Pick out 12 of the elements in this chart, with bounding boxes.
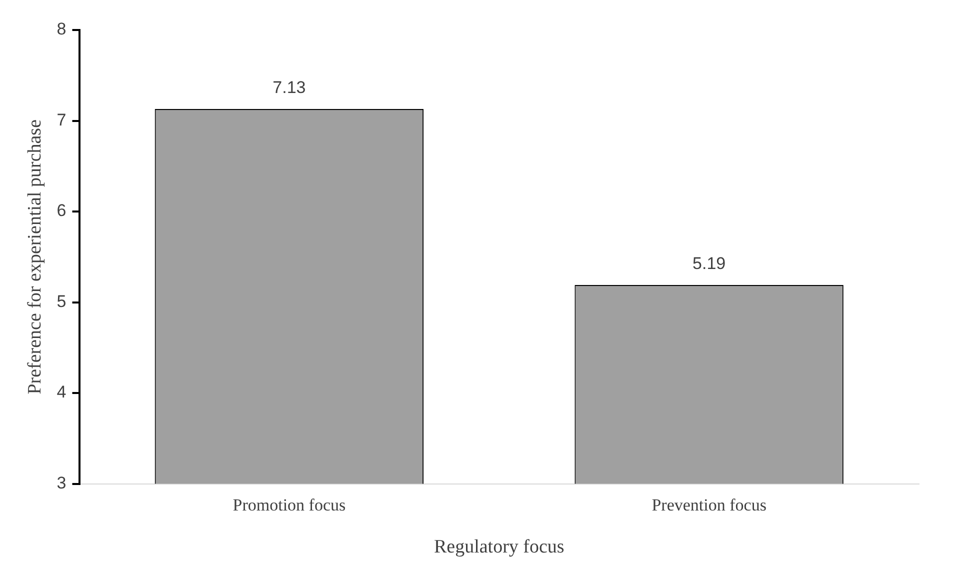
y-tick-label: 6: [56, 201, 66, 220]
x-axis-title: Regulatory focus: [434, 536, 564, 558]
y-tick-label: 4: [56, 382, 66, 402]
y-axis-title: Preference for experiential purchase: [24, 119, 46, 394]
x-tick-label: Promotion focus: [232, 495, 346, 514]
data-label: 5.19: [692, 254, 726, 274]
data-label: 7.13: [272, 78, 306, 98]
y-tick-label: 3: [56, 473, 66, 492]
y-tick-label: 5: [56, 292, 66, 311]
x-tick-label: Prevention focus: [652, 495, 766, 514]
y-tick-label: 8: [56, 20, 66, 39]
y-tick-label: 7: [56, 110, 66, 130]
